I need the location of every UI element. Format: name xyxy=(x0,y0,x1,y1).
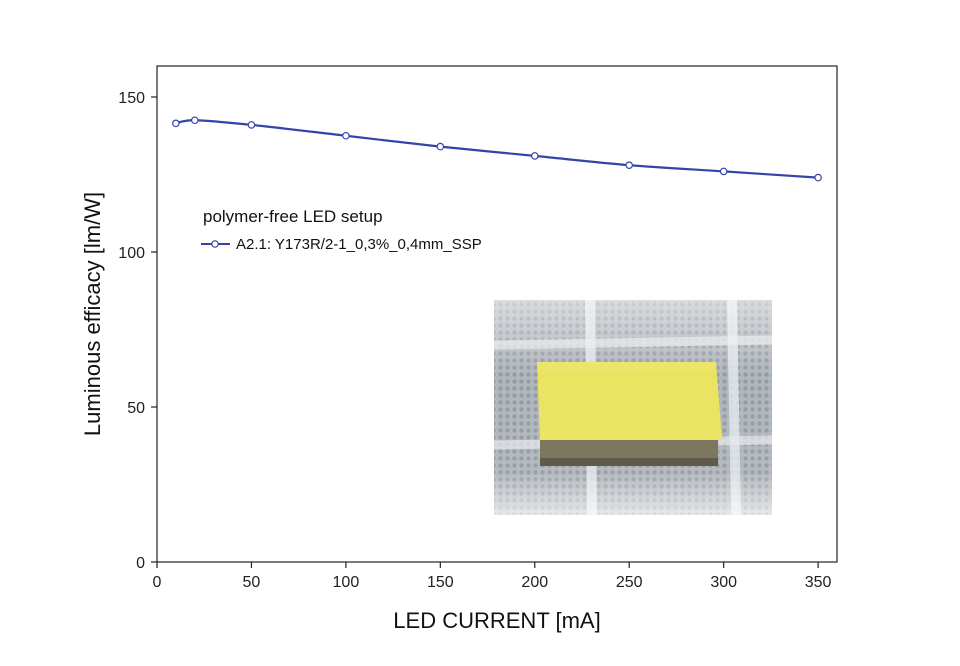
x-tick-label: 250 xyxy=(616,574,643,591)
axis-ticks xyxy=(151,96,819,568)
data-point xyxy=(436,142,445,151)
x-tick-label: 150 xyxy=(427,574,454,591)
legend: polymer-free LED setup A2.1: Y173R/2-1_0… xyxy=(201,207,482,253)
y-tick-label: 50 xyxy=(127,400,145,417)
data-point xyxy=(342,131,350,140)
y-tick-label: 0 xyxy=(136,555,145,572)
y-axis-title: Luminous efficacy [lm/W] xyxy=(80,192,105,436)
x-tick-label: 100 xyxy=(333,574,360,591)
y-tick-label: 150 xyxy=(118,90,145,107)
x-tick-label: 200 xyxy=(521,574,548,591)
x-tick-label: 50 xyxy=(243,574,261,591)
y-tick-label: 100 xyxy=(118,245,145,262)
inset-photo xyxy=(493,299,773,516)
legend-title: polymer-free LED setup xyxy=(203,207,383,226)
series-layer xyxy=(172,116,822,182)
axis-tick-labels: 0 50 100 150 200 250 300 350 0 50 100 150 xyxy=(118,90,831,591)
legend-entry-label: A2.1: Y173R/2-1_0,3%_0,4mm_SSP xyxy=(236,236,482,253)
data-point xyxy=(172,119,180,128)
x-axis-title: LED CURRENT [mA] xyxy=(393,608,600,633)
data-point xyxy=(247,121,256,129)
x-tick-label: 0 xyxy=(153,574,162,591)
data-point xyxy=(530,152,539,160)
legend-marker xyxy=(211,240,219,248)
data-point xyxy=(625,161,634,170)
plot-frame xyxy=(156,65,838,563)
data-point xyxy=(719,167,728,176)
series-line xyxy=(175,119,819,179)
x-tick-label: 350 xyxy=(805,574,832,591)
x-tick-label: 300 xyxy=(710,574,737,591)
data-point xyxy=(814,173,822,182)
data-point xyxy=(190,116,199,125)
